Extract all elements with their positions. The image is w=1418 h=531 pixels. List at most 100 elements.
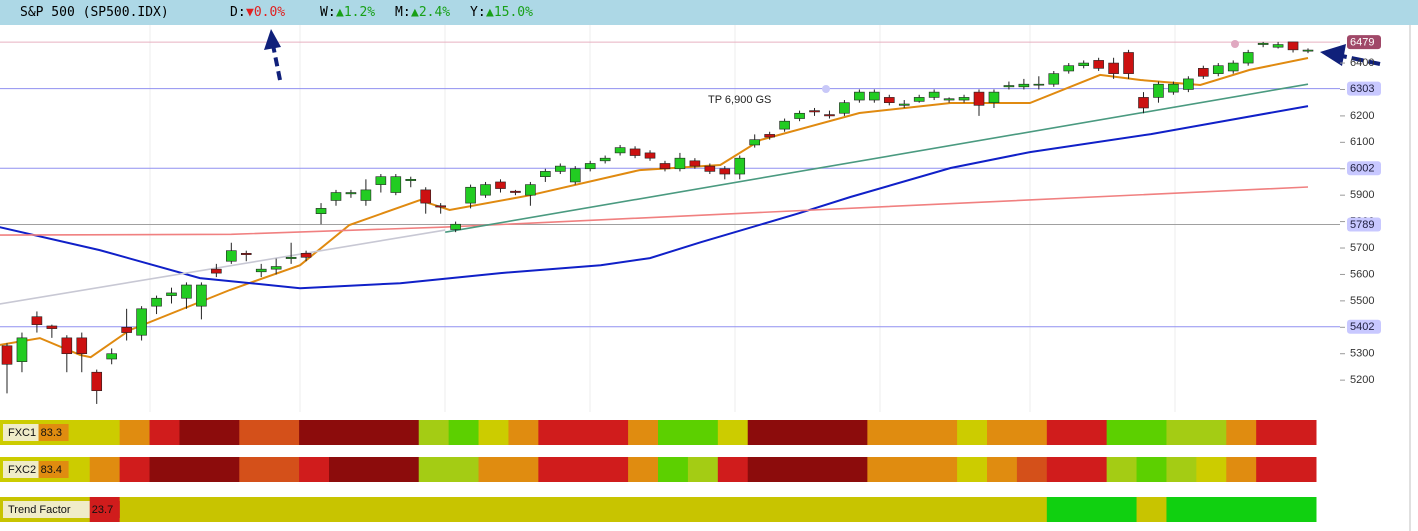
heat-cell	[1286, 497, 1317, 522]
heat-cell	[89, 420, 121, 445]
heat-cell	[538, 420, 569, 445]
heat-cell	[1136, 497, 1167, 522]
heat-cell	[1076, 457, 1108, 482]
candle-body	[629, 148, 641, 156]
heat-cell	[987, 497, 1018, 522]
background	[0, 25, 1418, 531]
heat-cell	[867, 420, 898, 445]
symbol: S&P 500 (SP500.IDX)	[20, 5, 169, 20]
heat-cell	[987, 420, 1018, 445]
candle-body	[330, 192, 342, 201]
heat-cell	[1256, 497, 1287, 522]
heat-cell	[927, 497, 958, 522]
candle-body	[764, 134, 775, 138]
heat-cell	[269, 420, 300, 445]
heat-cell	[1136, 457, 1167, 482]
y-tick-label: 5600	[1350, 268, 1374, 280]
level-label: 6479	[1350, 37, 1374, 49]
candle-body	[61, 337, 73, 355]
candle-body	[315, 208, 327, 214]
arrow-head	[264, 29, 281, 50]
heat-cell	[239, 420, 270, 445]
candle-body	[1033, 83, 1045, 86]
candle-body	[1198, 68, 1209, 77]
heat-cell	[358, 420, 390, 445]
candle-body	[390, 176, 402, 193]
candle-body	[31, 316, 43, 325]
indicator-strip: FXC2 83.4	[0, 457, 1317, 482]
heat-cell	[568, 497, 599, 522]
heat-cell	[1226, 497, 1257, 522]
candle-body	[465, 186, 476, 204]
heat-cell	[927, 457, 958, 482]
candle-body	[480, 184, 491, 196]
level-label: 6303	[1350, 83, 1374, 95]
heat-cell	[807, 457, 838, 482]
candle-body	[420, 189, 432, 204]
heat-cell	[807, 497, 838, 522]
candle-body	[1287, 41, 1299, 51]
candle-body	[226, 250, 237, 262]
change-value: ▲15.0%	[486, 5, 533, 20]
candle-body	[46, 325, 58, 329]
candle-body	[674, 157, 686, 170]
candle-body	[1212, 65, 1224, 74]
heat-cell	[448, 457, 480, 482]
heat-cell	[747, 497, 779, 522]
heat-cell	[329, 420, 360, 445]
heat-cell	[658, 457, 689, 482]
heat-cell	[987, 457, 1018, 482]
heat-cell	[149, 497, 180, 522]
candle-body	[1018, 83, 1030, 88]
candle-body	[869, 91, 880, 101]
indicator-value: 23.7	[92, 504, 113, 516]
candle-body	[151, 297, 162, 307]
marker-dot	[822, 85, 830, 93]
line-series	[0, 186, 1309, 236]
heat-cell	[119, 420, 151, 445]
heat-cell	[897, 420, 928, 445]
heat-cell	[568, 420, 599, 445]
candle-body	[779, 120, 790, 130]
heat-cell	[388, 497, 420, 522]
heat-cell	[508, 420, 539, 445]
heat-cell	[1046, 420, 1078, 445]
heat-cell	[239, 457, 270, 482]
candle-body	[76, 337, 88, 355]
candle-body	[285, 256, 297, 259]
change-label: M:	[395, 5, 411, 20]
heat-cell	[717, 420, 749, 445]
heat-cell	[358, 497, 390, 522]
candle-body	[510, 190, 521, 193]
y-tick-label: 5500	[1350, 295, 1374, 307]
candle-body	[405, 179, 417, 181]
candle-body	[689, 160, 701, 167]
heat-cell	[478, 420, 509, 445]
change-label: D:	[230, 5, 246, 20]
candle-body	[734, 157, 746, 175]
candle-body	[240, 253, 252, 255]
candle-body	[1257, 42, 1269, 45]
candle-body	[1138, 97, 1149, 109]
candle-body	[1153, 83, 1164, 98]
heat-cell	[1256, 420, 1287, 445]
candle-body	[1, 345, 13, 365]
indicator-strip: FXC1 83.3	[0, 420, 1317, 445]
candle-body	[584, 163, 596, 170]
heat-cell	[478, 497, 509, 522]
candle-body	[569, 168, 581, 183]
level-label: 5789	[1350, 219, 1374, 231]
candle-body	[300, 253, 312, 258]
heat-cell	[299, 420, 330, 445]
heat-cell	[777, 497, 809, 522]
indicator-name: Trend Factor	[8, 504, 71, 516]
heat-cell	[1136, 420, 1167, 445]
candle-body	[719, 168, 731, 175]
heat-cell	[837, 457, 868, 482]
candle-body	[345, 192, 357, 195]
change-value: ▼0.0%	[246, 5, 286, 20]
marker-dot	[1231, 40, 1239, 48]
heat-cell	[269, 497, 300, 522]
candle-body	[106, 353, 117, 360]
line-series	[445, 83, 1309, 233]
